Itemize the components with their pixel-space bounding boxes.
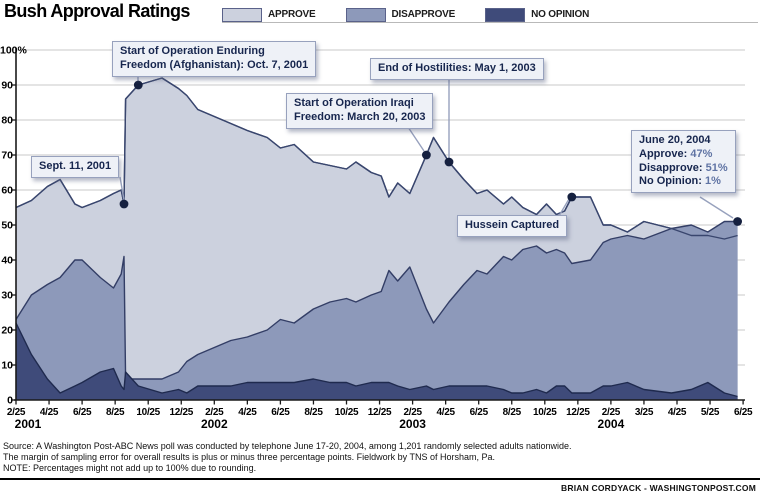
x-tick-label: 4/25 [238,407,257,418]
approval-chart: 0 10 20 30 40 50 60 70 80 90 100% 2/25 4/25 6/25 8/25 1… [0,45,753,432]
x-tick-label: 2/25 [403,407,422,418]
annotation-june-title: June 20, 2004 [639,134,711,146]
annotation-enduring-freedom: Start of Operation Enduring Freedom (Afg… [112,41,317,77]
no-opinion-value: 1% [705,175,721,188]
y-tick-label: 90 [1,80,13,92]
leader-line-sept11 [119,176,125,201]
annotation-hussein-captured: Hussein Captured [457,215,568,237]
approval-chart-svg: 0 10 20 30 40 50 60 70 80 90 100% 2/25 4/25 6/25 8/25 1… [0,45,753,432]
x-tick-label: 4/25 [437,407,456,418]
legend-item-approve: APPROVE [222,7,316,22]
y-tick-label: 50 [1,220,13,232]
y-tick-label: 60 [1,185,13,197]
annotation-enduring-line1: Start of Operation Enduring [120,45,265,57]
annotation-iraqi-line2: Freedom: March 20, 2003 [294,110,426,123]
legend-item-disapprove: DISAPPROVE [345,7,456,22]
y-tick-label: 0 [7,395,13,407]
x-tick-label: 6/25 [73,407,92,418]
x-tick-label: 10/25 [136,407,160,418]
no-opinion-swatch-icon [485,7,526,22]
y-tick-label: 70 [1,150,13,162]
annotation-enduring-line2: Freedom (Afghanistan): Oct. 7, 2001 [120,58,309,71]
x-tick-label: 2/25 [7,407,26,418]
legend-label-approve: APPROVE [268,9,316,20]
x-tick-label: 8/25 [304,407,323,418]
x-tick-label: 10/25 [335,407,359,418]
x-tick-label: 12/25 [566,407,590,418]
x-tick-label: 3/25 [635,407,654,418]
annotation-june-20-2004: June 20, 2004 Approve: 47% Disapprove: 5… [631,130,736,193]
annotation-end-hostilities-text: End of Hostilities: May 1, 2003 [378,62,536,74]
footer-divider [0,477,760,480]
annotation-sept-11: Sept. 11, 2001 [31,156,120,178]
x-tick-label: 12/25 [169,407,193,418]
source-line-2: The margin of sampling error for overall… [3,451,496,462]
source-line-1: Source: A Washington Post-ABC News poll … [3,441,572,451]
x-tick-label: 2/25 [205,407,224,418]
y-tick-label: 40 [1,255,13,267]
x-year-label: 2003 [399,417,426,431]
annotation-sept-11-text: Sept. 11, 2001 [39,160,112,172]
x-tick-label: 6/25 [271,407,290,418]
x-tick-label: 2/25 [602,407,621,418]
annotation-hussein-captured-text: Hussein Captured [465,219,560,231]
no_opinion-line [15,322,738,398]
event-dot-hussein [567,192,577,202]
source-line-3: NOTE: Percentages might not add up to 10… [3,462,257,473]
y-tick-label: 80 [1,115,13,127]
disapprove-value: 51% [705,161,728,174]
leader-line-june [699,196,734,219]
event-dot-sept11 [119,199,129,209]
credit-line: BRIAN CORDYACK - WASHINGTONPOST.COM [561,482,756,493]
event-dot-iraqi [422,150,431,160]
approve-swatch-icon [222,7,262,22]
y-top-label: 100% [0,45,28,57]
x-tick-label: 12/25 [368,407,392,418]
legend-label-no-opinion: NO OPINION [531,9,590,20]
y-tick-label: 30 [1,290,13,302]
footer: Source: A Washington Post-ABC News poll … [0,441,760,493]
x-tick-label: 4/25 [668,407,687,418]
x-year-label: 2002 [201,417,228,431]
x-tick-label: 6/25 [470,407,489,418]
annotation-iraqi-line1: Start of Operation Iraqi [294,97,414,109]
event-dot-june [733,217,742,226]
annotation-end-hostilities: End of Hostilities: May 1, 2003 [370,58,544,80]
x-tick-label: 5/25 [701,407,720,418]
y-tick-label: 20 [1,325,13,337]
x-year-label: 2001 [15,417,42,431]
x-tick-label: 8/25 [503,407,522,418]
x-tick-label: 4/25 [40,407,59,418]
disapprove-line [15,220,738,380]
x-year-label: 2004 [598,417,625,431]
disapprove-area [16,221,738,400]
annotation-june-disapprove-row: Disapprove: 51% [639,161,728,174]
x-tick-label: 6/25 [734,407,753,418]
annotation-june-approve-row: Approve: 47% [639,147,713,160]
event-dot-enduring [133,80,143,90]
page-title: Bush Approval Ratings [4,1,190,21]
leader-line-iraqi [407,126,425,152]
x-tick-label: 10/25 [533,407,557,418]
annotation-iraqi-freedom: Start of Operation Iraqi Freedom: March … [286,93,434,129]
event-dot-hostilities [444,157,454,167]
legend-label-disapprove: DISAPPROVE [391,9,456,20]
disapprove-swatch-icon [345,7,386,22]
approve-value: 47% [690,147,713,160]
y-tick-label: 10 [1,360,13,372]
annotation-june-no-opinion-row: No Opinion: 1% [639,175,721,188]
x-tick-label: 8/25 [106,407,125,418]
legend: APPROVE DISAPPROVE NO OPINION [222,7,758,23]
legend-item-no-opinion: NO OPINION [485,7,590,22]
